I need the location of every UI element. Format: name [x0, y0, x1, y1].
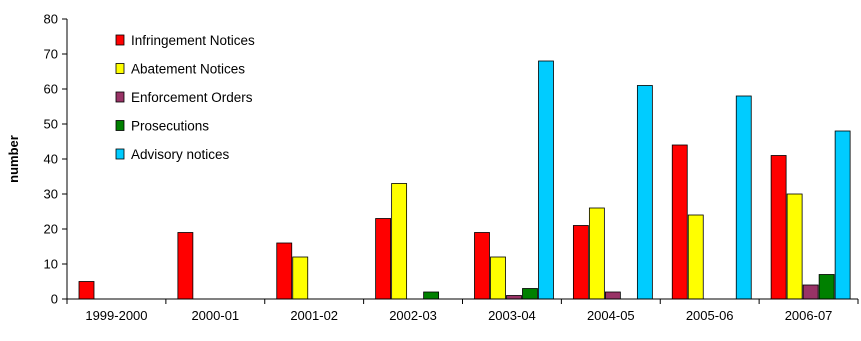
bar-enforcement-orders-2004-05 — [604, 291, 621, 300]
bar-enforcement-orders-2003-04 — [506, 295, 522, 300]
y-tick-label: 10 — [44, 257, 58, 272]
legend-swatch-infringement-notices — [115, 34, 125, 46]
legend-label-abatement-notices: Abatement Notices — [131, 62, 245, 77]
x-tick-label-2002-03: 2002-03 — [389, 308, 437, 323]
x-tick-label-2001-02: 2001-02 — [290, 308, 338, 323]
bar-abatement-notices-2001-02 — [292, 256, 309, 300]
y-tick-label: 50 — [44, 117, 58, 132]
bar-abatement-notices-2005-06 — [687, 214, 704, 300]
bar-abatement-notices-2002-03 — [391, 183, 408, 300]
x-tick-label-2004-05: 2004-05 — [587, 308, 635, 323]
bar-infringement-notices-2002-03 — [375, 218, 392, 300]
legend-label-infringement-notices: Infringement Notices — [131, 33, 255, 48]
y-axis-title-group: number — [6, 135, 21, 183]
bar-infringement-notices-2003-04 — [474, 232, 490, 300]
legend-label-enforcement-orders: Enforcement Orders — [131, 90, 253, 105]
bar-infringement-notices-2000-01 — [177, 232, 194, 300]
legend: Infringement Notices Abatement Notices Enf… — [115, 33, 255, 162]
bar-advisory-notices-2003-04 — [538, 60, 554, 300]
legend-swatch-advisory-notices — [115, 148, 125, 160]
y-axis-ticks: 0 10 20 30 40 50 60 70 80 — [44, 12, 67, 307]
bar-prosecutions-2002-03 — [423, 291, 440, 300]
y-tick-label: 20 — [44, 222, 58, 237]
y-axis-title: number — [6, 135, 21, 183]
bar-infringement-notices-2001-02 — [276, 242, 293, 300]
axes-layer — [66, 19, 858, 300]
bar-advisory-notices-2006-07 — [834, 130, 851, 300]
y-tick-label: 30 — [44, 187, 58, 202]
x-tick-label-1999-2000: 1999-2000 — [85, 308, 147, 323]
y-tick-label: 80 — [44, 12, 58, 27]
bar-abatement-notices-2003-04 — [490, 256, 506, 300]
bar-enforcement-orders-2006-07 — [802, 284, 819, 300]
bar-infringement-notices-2004-05 — [572, 225, 589, 300]
x-tick-label-2003-04: 2003-04 — [488, 308, 536, 323]
y-tick-label: 60 — [44, 82, 58, 97]
x-tick-label-2000-01: 2000-01 — [191, 308, 239, 323]
legend-swatch-prosecutions — [115, 120, 125, 131]
bar-infringement-notices-2006-07 — [770, 155, 787, 300]
bar-infringement-notices-2005-06 — [671, 144, 688, 300]
bar-prosecutions-2003-04 — [522, 288, 538, 300]
y-tick-label: 40 — [44, 152, 58, 167]
bar-abatement-notices-2006-07 — [786, 193, 803, 300]
x-tick-label-2005-06: 2005-06 — [686, 308, 734, 323]
bar-prosecutions-2006-07 — [818, 274, 835, 300]
x-tick-label-2006-07: 2006-07 — [785, 308, 833, 323]
legend-label-prosecutions: Prosecutions — [131, 119, 209, 134]
bar-advisory-notices-2004-05 — [636, 85, 653, 300]
bar-infringement-notices-1999-2000 — [78, 281, 95, 300]
bar-abatement-notices-2004-05 — [588, 207, 605, 300]
x-axis-ticks: 1999-2000 2000-01 2001-02 2002-03 2003-04 200… — [66, 299, 859, 323]
legend-swatch-enforcement-orders — [115, 91, 125, 103]
legend-label-advisory-notices: Advisory notices — [131, 147, 230, 162]
bar-advisory-notices-2005-06 — [735, 95, 752, 300]
y-tick-label: 70 — [44, 47, 58, 62]
y-tick-label: 0 — [51, 292, 58, 307]
legend-swatch-abatement-notices — [115, 63, 125, 74]
